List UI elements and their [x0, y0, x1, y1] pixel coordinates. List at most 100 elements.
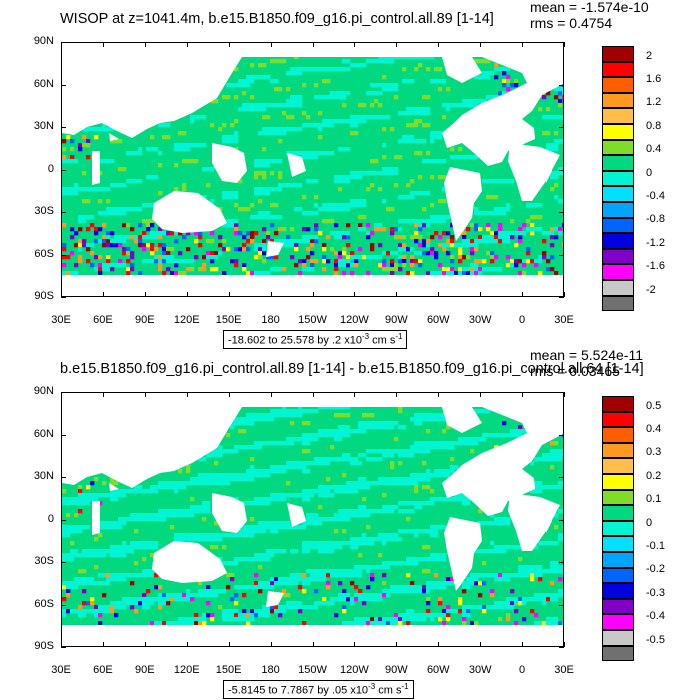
lon-tick: [228, 42, 230, 47]
lon-tick: [270, 642, 272, 647]
lon-tick-label: 150W: [298, 314, 327, 326]
legend-level-label: 0: [646, 166, 653, 179]
land-mask: [266, 241, 284, 257]
lat-tick-label: 90S: [34, 290, 54, 302]
land-mask: [546, 161, 552, 183]
lon-tick: [480, 392, 482, 397]
lon-tick: [564, 392, 565, 397]
lon-tick: [522, 42, 524, 47]
contour-range-box: -18.602 to 25.578 by .2 x10-3 cm s-1: [223, 330, 408, 349]
legend-level-label: -2: [646, 283, 656, 296]
land-mask: [287, 153, 306, 177]
legend-color-box: [602, 139, 634, 156]
lat-tick: [61, 84, 66, 86]
lon-tick-label: 60E: [93, 314, 113, 326]
ocean-field-map: [62, 393, 563, 646]
rms-value: rms = 0.03465: [530, 363, 620, 379]
legend-level-label: 0.1: [646, 493, 662, 506]
range-unit-exponent: -1: [395, 332, 403, 341]
plot-title: b.e15.B1850.f09_g16.pi_control.all.89 [1…: [60, 361, 644, 377]
land-mask: [444, 167, 482, 241]
land-mask: [442, 407, 563, 516]
lon-tick-label: 120E: [173, 314, 200, 326]
land-mask: [546, 511, 552, 533]
lon-tick: [480, 292, 482, 297]
lon-tick: [270, 292, 272, 297]
lat-tick-label: 0: [47, 512, 54, 525]
lon-tick: [438, 42, 440, 47]
lat-tick: [559, 169, 564, 171]
lat-tick-label: 60S: [34, 597, 54, 610]
lon-tick: [438, 392, 440, 397]
map-plot-area: [61, 392, 564, 647]
legend-color-box: [602, 630, 634, 646]
legend-color-box: [602, 536, 634, 552]
legend-color-box: [602, 567, 634, 584]
land-mask: [92, 501, 100, 535]
legend-color-box: [602, 396, 634, 412]
lon-tick: [522, 392, 524, 397]
legend-level-label: 1.2: [646, 96, 662, 109]
legend-color-box: [602, 280, 634, 296]
lat-tick: [61, 477, 66, 478]
mean-value: mean = 5.524e-11: [530, 347, 643, 363]
lon-tick: [61, 292, 62, 297]
lat-tick: [559, 604, 564, 606]
legend-color-box: [602, 552, 634, 568]
contour-range-box: -5.8145 to 7.7867 by .05 x10-3 cm s-1: [223, 680, 414, 699]
lon-tick: [354, 42, 356, 47]
legend-level-label: 0.3: [646, 446, 662, 459]
land-mask: [287, 503, 306, 527]
lat-tick: [61, 392, 66, 393]
lon-tick: [564, 292, 565, 297]
legend-color-box: [602, 186, 634, 202]
legend-color-box: [602, 155, 634, 171]
legend-color-box: [602, 233, 634, 249]
lon-tick-label: 0: [519, 314, 526, 326]
lat-tick: [559, 297, 564, 298]
lon-tick-label: 30E: [554, 314, 574, 326]
lat-tick: [559, 519, 564, 521]
land-mask: [62, 407, 242, 488]
lon-tick: [144, 42, 146, 47]
lon-tick: [186, 292, 188, 297]
lon-tick: [186, 42, 188, 47]
land-mask: [152, 541, 227, 583]
lon-tick: [480, 642, 482, 647]
range-unit: cm s: [369, 334, 396, 347]
lon-tick: [228, 392, 230, 397]
lat-tick: [559, 477, 564, 478]
land-mask: [92, 151, 100, 185]
lon-tick: [102, 42, 104, 47]
legend-level-label: 0.5: [646, 399, 662, 412]
lat-tick-label: 90N: [33, 385, 54, 397]
legend-level-label: 0.4: [646, 143, 662, 156]
lon-tick: [144, 642, 146, 647]
lon-tick-label: 120W: [340, 664, 369, 676]
legend-color-box: [602, 427, 634, 443]
lat-tick-label: 60N: [33, 427, 54, 440]
lon-tick-label: 120E: [173, 664, 200, 676]
lon-tick-label: 30W: [468, 314, 492, 326]
lat-tick: [61, 647, 66, 648]
legend-color-box: [602, 614, 634, 630]
lon-tick-label: 150E: [215, 664, 242, 676]
lon-tick: [270, 42, 272, 47]
lat-tick: [61, 169, 66, 171]
lat-tick-label: 60S: [34, 247, 54, 260]
legend-level-label: -0.4: [646, 190, 665, 202]
land-mask: [62, 57, 242, 138]
lat-tick-label: 0: [47, 162, 54, 175]
lat-tick: [559, 84, 564, 86]
legend-color-box: [602, 217, 634, 234]
lon-tick: [144, 392, 146, 397]
lon-tick: [438, 292, 440, 297]
range-exponent: -3: [361, 332, 370, 341]
lon-tick-label: 150E: [215, 314, 242, 326]
lon-tick: [312, 42, 314, 47]
legend-color-box: [602, 442, 634, 459]
lon-tick-label: 60W: [426, 314, 450, 326]
legend-color-box: [602, 248, 634, 265]
legend-color-box: [602, 295, 634, 312]
lat-tick: [61, 519, 66, 521]
